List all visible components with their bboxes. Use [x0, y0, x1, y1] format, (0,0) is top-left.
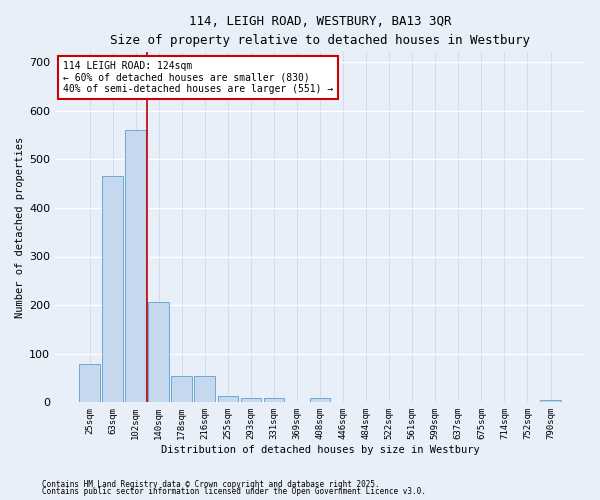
X-axis label: Distribution of detached houses by size in Westbury: Distribution of detached houses by size … — [161, 445, 479, 455]
Bar — [540, 400, 561, 402]
Bar — [241, 398, 262, 402]
Bar — [194, 376, 215, 402]
Y-axis label: Number of detached properties: Number of detached properties — [15, 136, 25, 318]
Bar — [148, 302, 169, 402]
Bar — [79, 364, 100, 403]
Text: Contains HM Land Registry data © Crown copyright and database right 2025.: Contains HM Land Registry data © Crown c… — [42, 480, 380, 489]
Bar — [263, 398, 284, 402]
Bar — [218, 396, 238, 402]
Text: Contains public sector information licensed under the Open Government Licence v3: Contains public sector information licen… — [42, 488, 426, 496]
Bar — [102, 176, 123, 402]
Text: 114 LEIGH ROAD: 124sqm
← 60% of detached houses are smaller (830)
40% of semi-de: 114 LEIGH ROAD: 124sqm ← 60% of detached… — [63, 61, 334, 94]
Bar — [125, 130, 146, 402]
Bar — [310, 398, 331, 402]
Title: 114, LEIGH ROAD, WESTBURY, BA13 3QR
Size of property relative to detached houses: 114, LEIGH ROAD, WESTBURY, BA13 3QR Size… — [110, 15, 530, 47]
Bar — [172, 376, 192, 402]
